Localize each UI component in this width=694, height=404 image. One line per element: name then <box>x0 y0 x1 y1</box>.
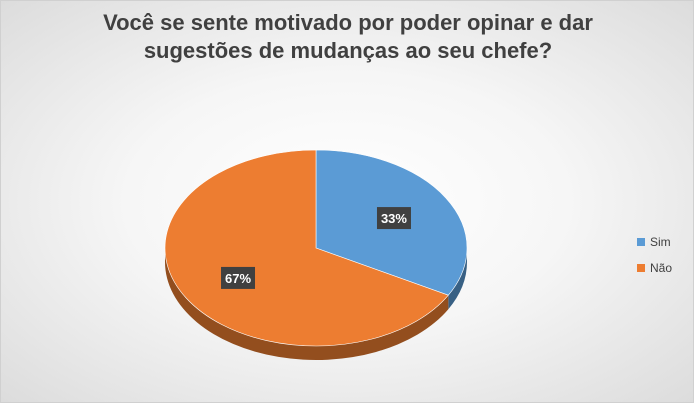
legend-swatch-nao <box>637 264 645 272</box>
svg-text:33%: 33% <box>381 211 407 226</box>
pie-side-sim <box>448 248 467 310</box>
data-label-nao: 67% <box>221 266 256 289</box>
svg-text:67%: 67% <box>225 271 251 286</box>
legend-label-nao: Não <box>650 261 673 275</box>
pie-slice-nao <box>164 149 449 347</box>
legend: Sim Não <box>637 229 672 281</box>
legend-item-sim: Sim <box>637 229 672 255</box>
data-label-sim: 33% <box>376 207 411 230</box>
legend-swatch-sim <box>637 238 645 246</box>
chart-title: Você se sente motivado por poder opinar … <box>103 10 593 63</box>
legend-item-nao: Não <box>637 255 672 281</box>
legend-label-sim: Sim <box>650 235 671 249</box>
pie-side-nao <box>165 248 449 360</box>
